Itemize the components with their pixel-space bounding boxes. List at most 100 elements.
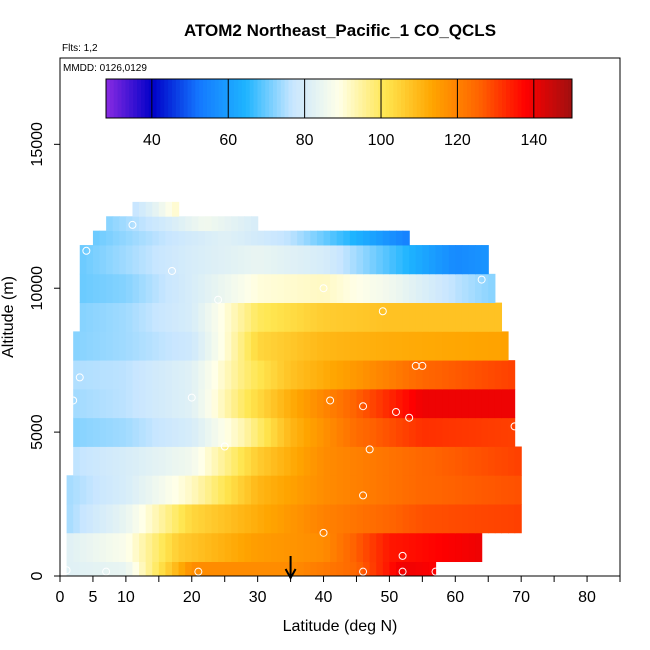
colorbar-segment	[408, 79, 414, 118]
heatmap-cell	[488, 360, 496, 390]
heatmap-cell	[86, 273, 94, 304]
heatmap-cell	[501, 475, 509, 505]
heatmap-cell	[172, 504, 180, 534]
heatmap-cell	[310, 302, 318, 332]
heatmap-cell	[455, 504, 463, 534]
heatmap-cell	[152, 561, 160, 577]
heatmap-cell	[455, 273, 463, 304]
colorbar: 40 60 80 100 120 140	[105, 78, 573, 149]
heatmap-cell	[251, 302, 259, 332]
heatmap-cell	[461, 417, 470, 447]
heatmap-cell	[382, 331, 391, 361]
heatmap-cell	[448, 302, 456, 332]
colorbar-segment	[521, 79, 526, 118]
heatmap-cell	[396, 245, 404, 275]
heatmap-cell	[316, 504, 325, 534]
heatmap-cell	[139, 216, 147, 232]
heatmap-cell	[264, 245, 272, 275]
heatmap-cell	[185, 532, 193, 563]
heatmap-cell	[382, 388, 391, 419]
heatmap-cell	[218, 532, 226, 563]
heatmap-cell	[284, 245, 292, 275]
observation-point	[214, 295, 223, 304]
heatmap-cell	[402, 446, 410, 476]
heatmap-cell	[402, 360, 410, 390]
heatmap-cell	[428, 475, 437, 505]
heatmap-cell	[369, 360, 377, 390]
heatmap-cell	[198, 446, 206, 476]
heatmap-cell	[218, 273, 226, 304]
heatmap-cell	[264, 388, 272, 419]
colorbar-segment	[564, 79, 569, 118]
heatmap-cell	[152, 504, 160, 534]
heatmap-cell	[86, 475, 94, 505]
heatmap-cell	[165, 360, 173, 390]
heatmap-cell	[125, 245, 134, 275]
heatmap-cell	[79, 446, 87, 476]
heatmap-cell	[323, 245, 331, 275]
heatmap-cell	[112, 446, 120, 476]
heatmap-cell	[257, 475, 265, 505]
colorbar-segment	[253, 79, 258, 118]
heatmap-cell	[125, 360, 134, 390]
colorbar-segment	[238, 79, 243, 118]
heatmap-cell	[257, 302, 265, 332]
heatmap-cell	[244, 360, 252, 390]
heatmap-cell	[422, 245, 430, 275]
heatmap-cell	[323, 504, 331, 534]
observation-point	[431, 567, 440, 576]
x-tick-label: 10	[117, 589, 135, 606]
heatmap-cell	[382, 561, 391, 577]
heatmap-cell	[218, 504, 226, 534]
heatmap-cell	[244, 446, 252, 476]
heatmap-cell	[396, 446, 404, 476]
heatmap-cell	[396, 302, 404, 332]
heatmap-cell	[330, 561, 338, 577]
colorbar-segment	[300, 79, 305, 118]
heatmap-cell	[316, 230, 325, 246]
heatmap-cell	[191, 446, 199, 476]
heatmap-cell	[435, 417, 443, 447]
heatmap-cell	[455, 417, 463, 447]
heatmap-cell	[211, 504, 219, 534]
heatmap-cell	[125, 446, 134, 476]
heatmap-cell	[435, 302, 443, 332]
heatmap-cell	[428, 360, 437, 390]
heatmap-cell	[191, 360, 199, 390]
heatmap-cell	[455, 475, 463, 505]
heatmap-cell	[125, 302, 134, 332]
heatmap-cell	[382, 504, 391, 534]
colorbar-segment	[222, 79, 227, 118]
heatmap-cell	[376, 532, 384, 563]
heatmap-cell	[297, 230, 305, 246]
heatmap-cell	[297, 417, 305, 447]
heatmap-cell	[132, 561, 140, 577]
heatmap-cell	[442, 446, 450, 476]
heatmap-cell	[376, 331, 384, 361]
heatmap-cell	[86, 302, 94, 332]
heatmap-cell	[369, 302, 377, 332]
colorbar-segment	[179, 79, 185, 118]
heatmap-cell	[132, 360, 140, 390]
heatmap-cell	[211, 331, 219, 361]
colorbar-segment	[113, 79, 119, 118]
heatmap-cell	[290, 532, 298, 563]
colorbar-segment	[474, 79, 480, 118]
heatmap-cell	[303, 532, 311, 563]
observation-point	[194, 567, 203, 576]
heatmap-cell	[303, 360, 311, 390]
heatmap-cell	[139, 504, 147, 534]
heatmap-cell	[461, 532, 470, 563]
heatmap-cell	[99, 504, 107, 534]
heatmap-cell	[310, 475, 318, 505]
colorbar-segment	[486, 79, 491, 118]
heatmap-cell	[336, 532, 344, 563]
heatmap-cell	[158, 245, 167, 275]
heatmap-cell	[86, 446, 94, 476]
heatmap-cell	[237, 273, 246, 304]
colorbar-segment	[366, 79, 371, 118]
heatmap-cell	[448, 360, 456, 390]
heatmap-cell	[178, 245, 186, 275]
colorbar-segment	[505, 79, 511, 118]
heatmap-cell	[369, 561, 377, 577]
